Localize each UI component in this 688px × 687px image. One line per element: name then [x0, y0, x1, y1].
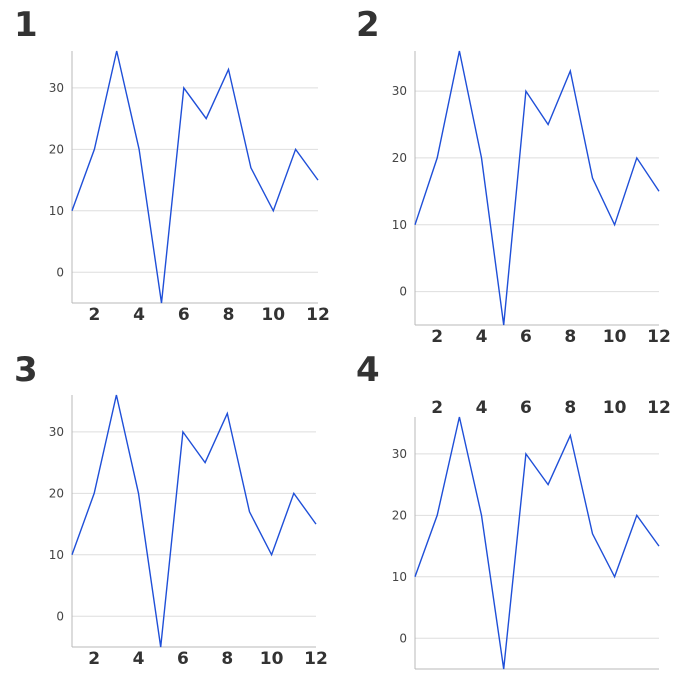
x-tick-label: 10	[603, 327, 627, 347]
x-tick-label: 6	[177, 649, 189, 669]
x-tick-label: 4	[476, 398, 488, 418]
y-tick-label: 10	[392, 218, 407, 232]
x-tick-label: 6	[520, 398, 532, 418]
y-tick-label: 30	[49, 425, 64, 439]
x-tick-label: 6	[520, 327, 532, 347]
x-tick-label: 10	[603, 398, 627, 418]
x-tick-label: 10	[260, 649, 284, 669]
x-tick-label: 4	[476, 327, 488, 347]
y-tick-label: 0	[399, 631, 407, 645]
y-tick-label: 0	[56, 609, 64, 623]
series-line	[71, 50, 319, 304]
y-tick-label: 0	[56, 265, 64, 279]
x-tick-label: 8	[564, 327, 576, 347]
x-tick-label: 4	[133, 305, 145, 325]
x-tick-label: 10	[261, 305, 285, 325]
y-tick-label: 30	[49, 81, 64, 95]
y-tick-label: 10	[49, 204, 64, 218]
panel-number: 1	[14, 5, 38, 45]
y-tick-label: 10	[392, 570, 407, 584]
x-tick-label: 12	[306, 305, 330, 325]
x-tick-label: 12	[304, 649, 328, 669]
y-tick-label: 20	[392, 508, 407, 522]
y-tick-label: 20	[392, 151, 407, 165]
x-tick-label: 8	[564, 398, 576, 418]
x-tick-label: 6	[178, 305, 190, 325]
x-tick-label: 2	[88, 649, 100, 669]
x-tick-label: 2	[431, 327, 443, 347]
series-line	[414, 416, 660, 670]
x-tick-label: 12	[647, 327, 671, 347]
y-tick-label: 30	[392, 84, 407, 98]
x-tick-label: 12	[647, 398, 671, 418]
x-tick-label: 4	[133, 649, 145, 669]
panel-number: 2	[356, 5, 380, 45]
series-line	[71, 394, 317, 648]
chart-panel-4: 4 0 10 20 30 2 4 6 8 10 12	[356, 350, 671, 670]
panel-number: 3	[14, 350, 38, 390]
y-tick-label: 10	[49, 548, 64, 562]
x-tick-label: 2	[88, 305, 100, 325]
y-tick-label: 20	[49, 142, 64, 156]
y-tick-label: 30	[392, 447, 407, 461]
x-tick-label: 8	[221, 649, 233, 669]
series-line	[414, 50, 660, 326]
panel-number: 4	[356, 350, 380, 390]
x-tick-label: 2	[431, 398, 443, 418]
y-tick-label: 0	[399, 285, 407, 299]
x-tick-label: 8	[223, 305, 235, 325]
y-tick-label: 20	[49, 486, 64, 500]
